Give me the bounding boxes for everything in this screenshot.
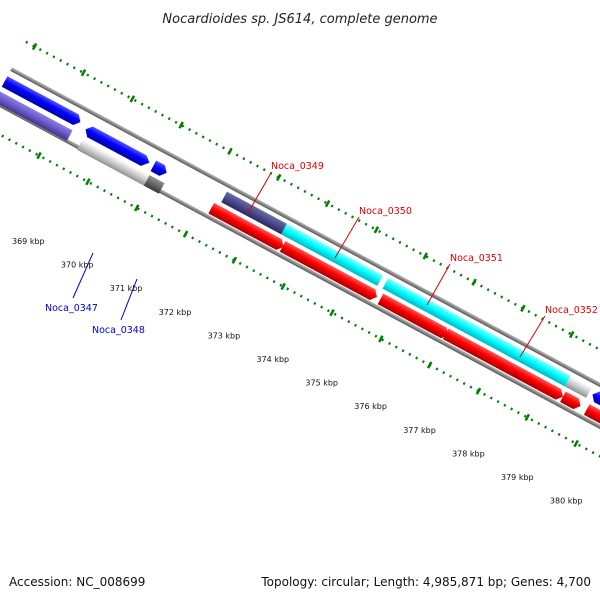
feature-noca-0349[interactable] xyxy=(208,202,286,252)
feature-left-slate[interactable] xyxy=(0,91,73,141)
topology-summary: Topology: circular; Length: 4,985,871 bp… xyxy=(260,575,591,589)
accession-text: Accession: NC_008699 xyxy=(9,575,145,589)
kbp-label: 372 kbp xyxy=(159,308,192,317)
ruler-tick xyxy=(378,335,384,343)
feature-cyan-1[interactable] xyxy=(281,223,383,286)
feature-navy[interactable] xyxy=(221,191,287,235)
ruler-tick xyxy=(422,252,429,260)
ruler-tick xyxy=(329,308,335,317)
outer-ruler-dots xyxy=(25,40,600,379)
inner-ruler-ticks xyxy=(36,151,579,448)
ruler-tick xyxy=(31,42,38,51)
kbp-label-group: 369 kbp 370 kbp 371 kbp 372 kbp 373 kbp 374 k… xyxy=(12,237,583,506)
ruler-tick xyxy=(471,278,477,286)
ruler-tick xyxy=(276,173,282,182)
ruler-tick xyxy=(182,230,189,238)
feature-noca-0351[interactable] xyxy=(377,293,452,341)
feature-dark-gray[interactable] xyxy=(143,175,165,194)
backbone-upper xyxy=(10,67,600,407)
ruler-tick xyxy=(426,361,433,369)
gene-label-noca-0347[interactable]: Noca_0347 xyxy=(45,303,98,314)
feature-noca-0352[interactable] xyxy=(442,328,566,402)
feature-noca-0348-gray[interactable] xyxy=(76,139,150,186)
ruler-tick xyxy=(227,147,233,155)
feature-red-small[interactable] xyxy=(560,391,583,411)
ruler-tick xyxy=(373,226,380,234)
feature-left-blue-top[interactable] xyxy=(1,76,83,127)
gene-label-noca-0350[interactable]: Noca_0350 xyxy=(359,206,412,217)
feature-small-blue[interactable] xyxy=(150,160,170,179)
gene-labels: Noca_0347 Noca_0348 Noca_0349 Noca_0350 … xyxy=(45,161,598,336)
leader-noca-0349 xyxy=(247,172,272,214)
ruler-tick xyxy=(133,204,140,212)
map-title: Nocardioides sp. JS614, complete genome xyxy=(162,12,437,27)
ruler-tick xyxy=(129,95,136,103)
ruler-tick xyxy=(85,178,91,186)
ruler-tick xyxy=(178,121,184,129)
ruler-tick xyxy=(36,151,42,160)
leader-noca-0347 xyxy=(72,252,94,299)
gene-label-noca-0352[interactable]: Noca_0352 xyxy=(545,305,598,316)
ruler-tick xyxy=(80,69,87,77)
kbp-label: 379 kbp xyxy=(501,473,534,482)
ruler-tick xyxy=(524,413,531,422)
gene-label-noca-0351[interactable]: Noca_0351 xyxy=(450,253,503,264)
outer-ruler-ticks xyxy=(31,42,575,339)
ruler-tick xyxy=(324,199,331,208)
kbp-label: 374 kbp xyxy=(257,355,290,364)
feature-noca-0350[interactable] xyxy=(279,241,380,302)
leader-noca-0350 xyxy=(334,216,360,259)
ruler-tick xyxy=(573,439,579,448)
inner-ruler-dots xyxy=(0,123,600,462)
feature-noca-0347-arrow[interactable] xyxy=(83,124,152,169)
gene-leader-lines xyxy=(72,172,546,358)
leader-noca-0348 xyxy=(120,278,138,321)
kbp-label: 369 kbp xyxy=(12,237,45,246)
leader-noca-0352 xyxy=(519,315,546,358)
leader-noca-0351 xyxy=(426,263,451,306)
kbp-label: 377 kbp xyxy=(403,426,436,435)
ruler-tick xyxy=(231,256,238,264)
feature-cyan-2[interactable] xyxy=(382,278,571,387)
ruler-tick xyxy=(475,387,482,395)
gene-label-noca-0348[interactable]: Noca_0348 xyxy=(92,325,145,336)
kbp-label: 375 kbp xyxy=(305,379,338,388)
genome-track xyxy=(0,40,600,462)
kbp-label: 378 kbp xyxy=(452,449,485,458)
kbp-label: 380 kbp xyxy=(550,497,583,506)
ruler-tick xyxy=(568,330,575,339)
kbp-label: 376 kbp xyxy=(354,402,387,411)
kbp-label: 370 kbp xyxy=(61,261,94,270)
ruler-tick xyxy=(280,282,286,291)
ruler-tick xyxy=(520,304,526,313)
kbp-label: 373 kbp xyxy=(208,331,241,340)
feature-red-right[interactable] xyxy=(583,404,600,435)
feature-gray-small[interactable] xyxy=(564,375,592,398)
gene-label-noca-0349[interactable]: Noca_0349 xyxy=(271,161,324,172)
kbp-label: 371 kbp xyxy=(110,284,143,293)
